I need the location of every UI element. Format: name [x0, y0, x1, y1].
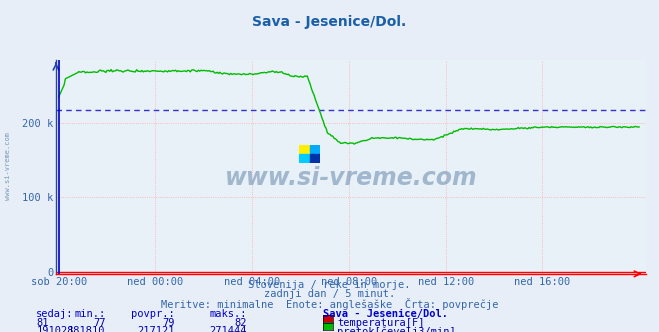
Text: 82: 82 — [235, 318, 247, 328]
Text: min.:: min.: — [74, 309, 105, 319]
Bar — [299, 145, 310, 154]
Text: Meritve: minimalne  Enote: anglešaške  Črta: povprečje: Meritve: minimalne Enote: anglešaške Črt… — [161, 298, 498, 310]
Text: www.si-vreme.com: www.si-vreme.com — [5, 132, 11, 200]
Text: 81: 81 — [36, 318, 49, 328]
Text: 79: 79 — [162, 318, 175, 328]
Text: 77: 77 — [93, 318, 105, 328]
Text: Sava - Jesenice/Dol.: Sava - Jesenice/Dol. — [323, 309, 448, 319]
Text: www.si-vreme.com: www.si-vreme.com — [225, 166, 477, 190]
Text: 217121: 217121 — [137, 326, 175, 332]
Text: maks.:: maks.: — [210, 309, 247, 319]
Text: zadnji dan / 5 minut.: zadnji dan / 5 minut. — [264, 289, 395, 299]
Text: Sava - Jesenice/Dol.: Sava - Jesenice/Dol. — [252, 15, 407, 29]
Text: 181810: 181810 — [68, 326, 105, 332]
Bar — [310, 154, 320, 163]
Text: temperatura[F]: temperatura[F] — [337, 318, 425, 328]
Text: povpr.:: povpr.: — [131, 309, 175, 319]
Text: Slovenija / reke in morje.: Slovenija / reke in morje. — [248, 280, 411, 290]
Text: 271444: 271444 — [210, 326, 247, 332]
Text: sedaj:: sedaj: — [36, 309, 74, 319]
Text: 191028: 191028 — [36, 326, 74, 332]
Bar — [310, 145, 320, 154]
Text: pretok[čevelj3/min]: pretok[čevelj3/min] — [337, 326, 456, 332]
Bar — [299, 154, 310, 163]
